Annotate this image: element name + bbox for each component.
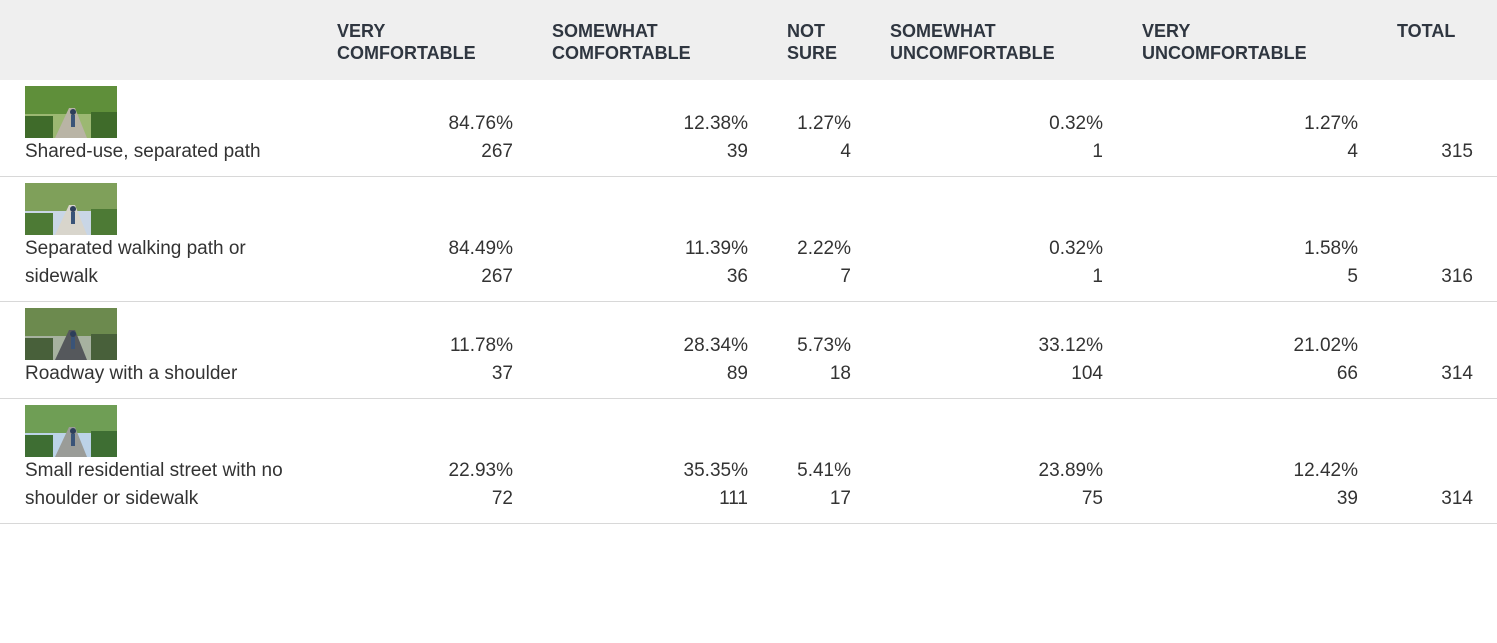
percent: 0.32% bbox=[868, 235, 1103, 263]
count: 37 bbox=[315, 360, 513, 388]
value-cell: 12.42%39 bbox=[1120, 399, 1375, 524]
percent: 84.76% bbox=[315, 110, 513, 138]
total-cell: 315 bbox=[1375, 80, 1497, 177]
percent: 1.27% bbox=[765, 110, 851, 138]
row-label: Roadway with a shoulder bbox=[25, 360, 310, 388]
row-photo bbox=[25, 405, 117, 457]
count: 66 bbox=[1120, 360, 1358, 388]
column-header: SOMEWHAT COMFORTABLE bbox=[530, 0, 765, 80]
total-cell: 314 bbox=[1375, 399, 1497, 524]
row-label: Shared-use, separated path bbox=[25, 138, 310, 166]
count: 267 bbox=[315, 138, 513, 166]
count: 104 bbox=[868, 360, 1103, 388]
percent: 2.22% bbox=[765, 235, 851, 263]
percent: 21.02% bbox=[1120, 332, 1358, 360]
column-header: VERY COMFORTABLE bbox=[315, 0, 530, 80]
row-label-cell: Small residential street with no shoulde… bbox=[0, 399, 315, 524]
column-header: SOMEWHAT UNCOMFORTABLE bbox=[868, 0, 1120, 80]
percent: 5.41% bbox=[765, 457, 851, 485]
value-cell: 84.76%267 bbox=[315, 80, 530, 177]
count: 267 bbox=[315, 263, 513, 291]
count: 4 bbox=[1120, 138, 1358, 166]
count: 39 bbox=[530, 138, 748, 166]
column-header: NOT SURE bbox=[765, 0, 868, 80]
page: VERY COMFORTABLESOMEWHAT COMFORTABLENOT … bbox=[0, 0, 1497, 643]
count: 72 bbox=[315, 485, 513, 513]
percent: 84.49% bbox=[315, 235, 513, 263]
percent: 28.34% bbox=[530, 332, 748, 360]
value-cell: 12.38%39 bbox=[530, 80, 765, 177]
count: 4 bbox=[765, 138, 851, 166]
value-cell: 0.32%1 bbox=[868, 80, 1120, 177]
value-cell: 23.89%75 bbox=[868, 399, 1120, 524]
percent: 12.42% bbox=[1120, 457, 1358, 485]
row-label-cell: Separated walking path or sidewalk bbox=[0, 177, 315, 302]
value-cell: 1.27%4 bbox=[765, 80, 868, 177]
header-blank bbox=[0, 0, 315, 80]
count: 5 bbox=[1120, 263, 1358, 291]
total-cell: 314 bbox=[1375, 302, 1497, 399]
count: 39 bbox=[1120, 485, 1358, 513]
row-label: Small residential street with no shoulde… bbox=[25, 457, 310, 513]
count: 111 bbox=[530, 485, 748, 513]
value-cell: 1.27%4 bbox=[1120, 80, 1375, 177]
percent: 1.27% bbox=[1120, 110, 1358, 138]
value-cell: 33.12%104 bbox=[868, 302, 1120, 399]
count: 1 bbox=[868, 138, 1103, 166]
value-cell: 22.93%72 bbox=[315, 399, 530, 524]
row-label: Separated walking path or sidewalk bbox=[25, 235, 310, 291]
row-photo bbox=[25, 308, 117, 360]
value-cell: 5.41%17 bbox=[765, 399, 868, 524]
value-cell: 11.78%37 bbox=[315, 302, 530, 399]
data-row: Small residential street with no shoulde… bbox=[0, 399, 1497, 524]
value-cell: 21.02%66 bbox=[1120, 302, 1375, 399]
value-cell: 5.73%18 bbox=[765, 302, 868, 399]
row-label-cell: Shared-use, separated path bbox=[0, 80, 315, 177]
count: 1 bbox=[868, 263, 1103, 291]
count: 36 bbox=[530, 263, 748, 291]
row-photo bbox=[25, 183, 117, 235]
percent: 22.93% bbox=[315, 457, 513, 485]
count: 17 bbox=[765, 485, 851, 513]
percent: 11.78% bbox=[315, 332, 513, 360]
value-cell: 2.22%7 bbox=[765, 177, 868, 302]
value-cell: 28.34%89 bbox=[530, 302, 765, 399]
percent: 33.12% bbox=[868, 332, 1103, 360]
total-cell: 316 bbox=[1375, 177, 1497, 302]
percent: 1.58% bbox=[1120, 235, 1358, 263]
percent: 11.39% bbox=[530, 235, 748, 263]
count: 18 bbox=[765, 360, 851, 388]
percent: 0.32% bbox=[868, 110, 1103, 138]
value-cell: 11.39%36 bbox=[530, 177, 765, 302]
row-label-cell: Roadway with a shoulder bbox=[0, 302, 315, 399]
column-header: TOTAL bbox=[1375, 0, 1497, 80]
row-photo bbox=[25, 86, 117, 138]
percent: 12.38% bbox=[530, 110, 748, 138]
percent: 5.73% bbox=[765, 332, 851, 360]
percent: 35.35% bbox=[530, 457, 748, 485]
value-cell: 84.49%267 bbox=[315, 177, 530, 302]
value-cell: 0.32%1 bbox=[868, 177, 1120, 302]
count: 89 bbox=[530, 360, 748, 388]
count: 75 bbox=[868, 485, 1103, 513]
column-header: VERY UNCOMFORTABLE bbox=[1120, 0, 1375, 80]
value-cell: 1.58%5 bbox=[1120, 177, 1375, 302]
value-cell: 35.35%111 bbox=[530, 399, 765, 524]
percent: 23.89% bbox=[868, 457, 1103, 485]
count: 7 bbox=[765, 263, 851, 291]
